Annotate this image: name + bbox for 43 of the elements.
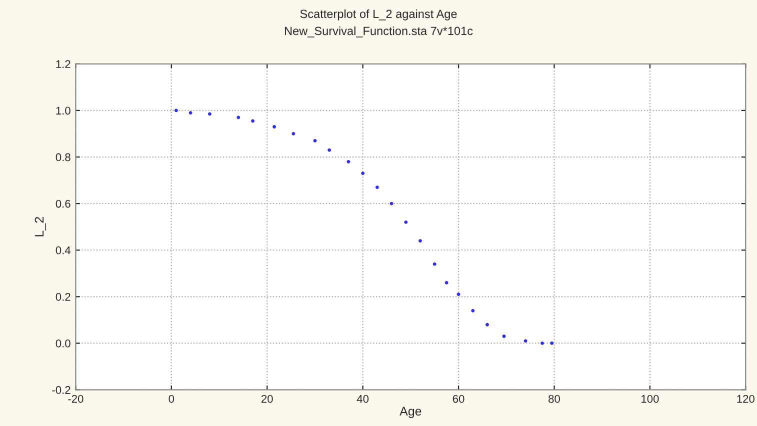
point: [328, 148, 332, 152]
y-tick-label: 0.4: [56, 246, 71, 254]
x-tick-label: 20: [261, 394, 273, 403]
y-tick-label: 0.6: [56, 200, 70, 208]
point: [471, 308, 475, 312]
point: [404, 220, 408, 224]
point: [313, 139, 317, 142]
point: [188, 111, 192, 114]
point: [550, 342, 554, 345]
y-axis-title: L_2: [34, 217, 46, 236]
point: [502, 334, 506, 338]
y-tick-label: 0.8: [56, 153, 70, 162]
point: [361, 172, 365, 176]
point: [444, 281, 448, 284]
point: [418, 239, 422, 243]
y-tick-label: -0.2: [52, 386, 70, 394]
x-tick-label: 0: [168, 394, 174, 403]
point: [236, 116, 240, 120]
point: [251, 119, 254, 123]
y-tick-label: 0.2: [56, 292, 70, 301]
x-tick-label: 120: [737, 394, 754, 403]
point: [174, 108, 178, 112]
x-tick-label: -20: [68, 394, 84, 403]
point: [524, 339, 528, 343]
point: [540, 342, 544, 345]
x-axis-title: Age: [400, 406, 422, 418]
point: [208, 112, 212, 116]
point: [432, 262, 436, 266]
point: [272, 125, 276, 128]
point: [375, 186, 379, 189]
y-tick-label: 1.2: [56, 60, 70, 68]
point: [456, 292, 460, 296]
x-tick-label: 80: [548, 394, 560, 403]
y-tick-label: 1.0: [56, 106, 70, 115]
chart-title: Scatterplot of L_2 against Age: [300, 9, 457, 20]
x-tick-label: 60: [452, 394, 464, 403]
x-tick-label: 100: [642, 394, 659, 403]
y-tick-label: 0.0: [56, 340, 70, 348]
point: [346, 160, 350, 164]
point: [486, 322, 489, 326]
x-tick-label: 40: [356, 394, 369, 403]
point: [292, 132, 296, 136]
chart-subtitle: New_Survival_Function.sta 7v*101c: [284, 26, 473, 38]
